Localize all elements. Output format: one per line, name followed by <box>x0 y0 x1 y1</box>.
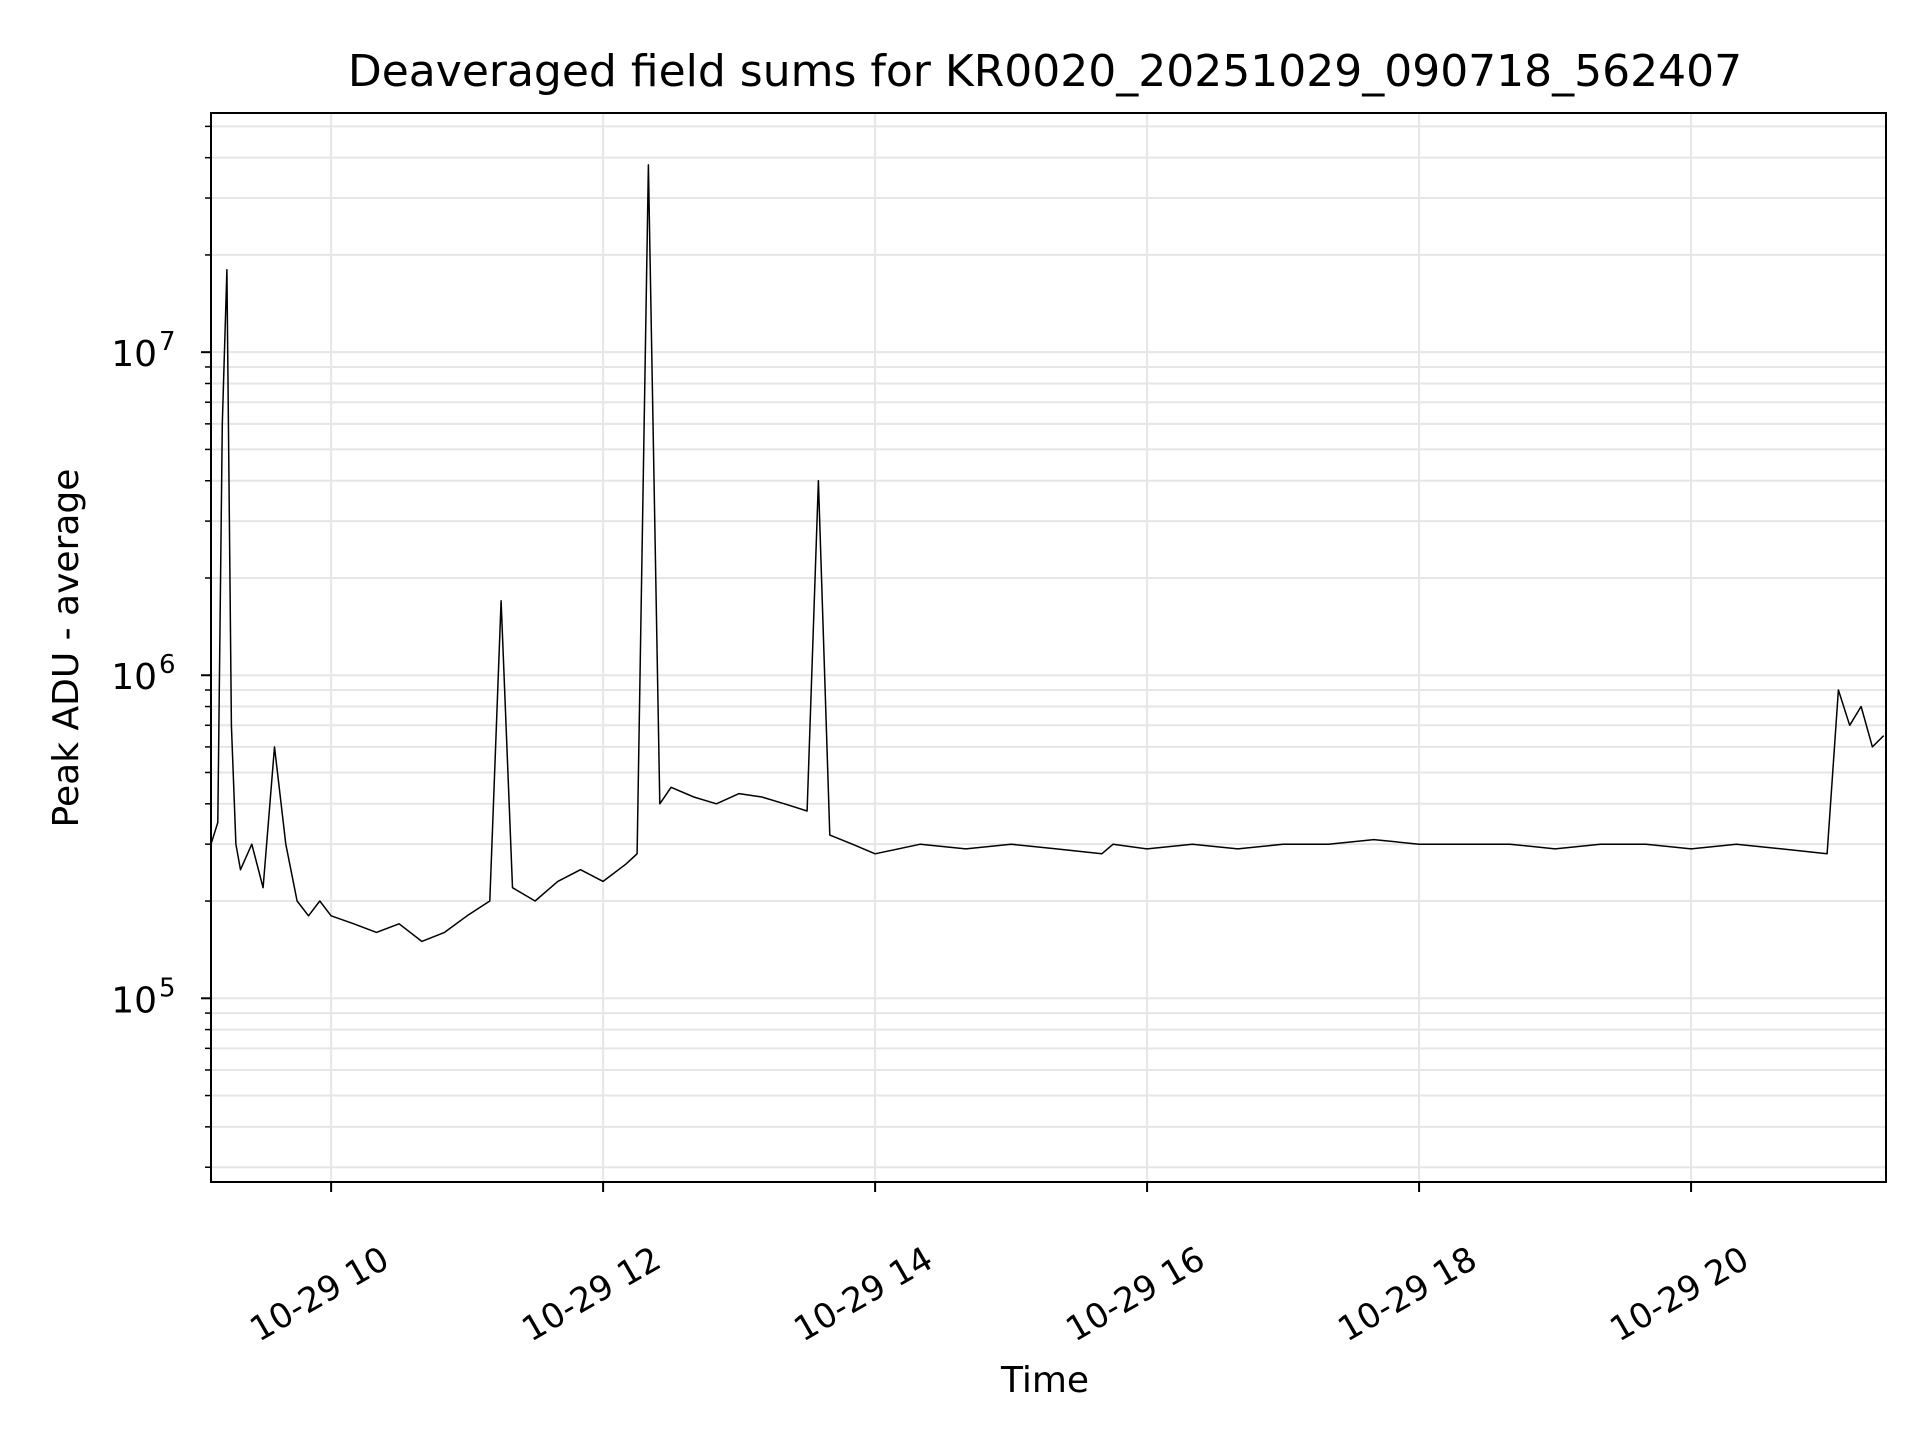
y-tick-exponent: 6 <box>159 650 176 680</box>
y-tick-label: 10 <box>111 334 157 375</box>
y-tick-label: 10 <box>111 657 157 698</box>
chart-title: Deaveraged field sums for KR0020_2025102… <box>348 46 1742 97</box>
plot-frame <box>210 112 1887 1183</box>
x-axis-label: Time <box>1000 1360 1089 1401</box>
series-line <box>210 164 1885 943</box>
y-tick-exponent: 5 <box>159 973 176 1003</box>
y-tick-exponent: 7 <box>159 327 176 357</box>
y-axis-label: Peak ADU - average <box>46 469 87 828</box>
data-layer <box>210 164 1885 943</box>
y-tick-label: 10 <box>111 980 157 1021</box>
grid <box>211 113 1886 1182</box>
